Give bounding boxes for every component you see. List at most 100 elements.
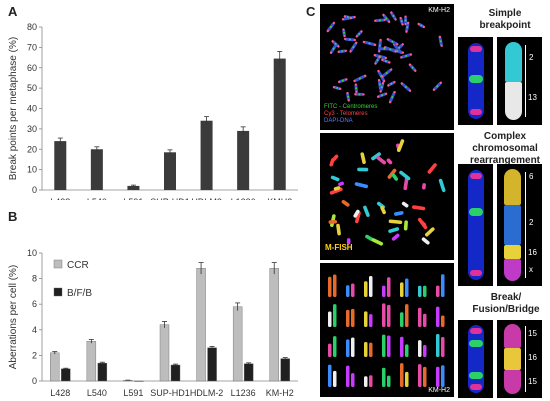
mfish-chromosome: [387, 168, 397, 179]
karyotype-chromosome: [423, 285, 427, 297]
karyotype-chromosome: [351, 337, 355, 357]
panel-b-letter: B: [8, 209, 18, 224]
chromosome: [377, 38, 382, 53]
karyotype-chromosome: [382, 334, 386, 357]
x-tick-label: L1236: [231, 388, 256, 398]
y-tick-label: 50: [27, 83, 37, 93]
mfish-spread: [328, 139, 446, 246]
y-tick-label: 40: [27, 104, 37, 114]
karyotype-chromosome: [369, 314, 373, 327]
mfish-chromosome: [427, 163, 437, 174]
bar: [269, 268, 279, 382]
karyotype-chromosome: [333, 304, 337, 327]
mfish-chromosome: [391, 173, 399, 181]
karyotype-chromosome: [423, 344, 427, 357]
metaphase-tag: KM-H2: [428, 7, 450, 14]
bar: [61, 368, 71, 382]
karyotype-chromosome: [418, 340, 422, 357]
bar: [159, 324, 170, 382]
mfish-chromosome: [401, 201, 409, 208]
x-tick-label: L1236: [231, 197, 256, 200]
karyotype-chromosome: [364, 376, 368, 387]
chromosome: [354, 83, 358, 94]
karyotype-chromosome: [405, 304, 409, 327]
chromosome: [343, 15, 353, 20]
mfish-chromosome: [371, 238, 384, 246]
mfish-chromosome: [388, 219, 403, 225]
bar: [134, 380, 144, 382]
mfish-chromosome: [394, 211, 404, 216]
karyotype-chromosome: [436, 366, 440, 387]
bar: [243, 363, 254, 382]
x-tick-label: L591: [123, 197, 143, 200]
karyotype-chromosome: [351, 373, 355, 387]
karyotype-chromosome: [382, 285, 386, 297]
karyotype-chromosome: [328, 276, 332, 297]
mfish-image: M-FISH: [320, 133, 454, 260]
bar: [127, 185, 140, 190]
mfish-chromosome: [403, 177, 409, 191]
chromosome: [342, 28, 346, 38]
chromosome: [344, 37, 356, 42]
karyotype-chromosome: [387, 304, 391, 327]
karyotype-chromosome: [346, 365, 350, 387]
karyotype-chromosome: [382, 303, 386, 327]
simple-label-13: 13: [528, 93, 537, 102]
karyotype-chromosome: [423, 366, 427, 387]
chromosome: [417, 22, 426, 29]
section-complex-title: Complex chromosomal rearrangement: [469, 131, 541, 166]
mfish-chromosome: [417, 217, 428, 230]
karyotype-chromosome: [364, 281, 368, 297]
mfish-chromosome: [376, 156, 386, 165]
legend-swatch: [53, 259, 63, 269]
chromosome: [432, 81, 443, 91]
mfish-chromosome: [412, 205, 426, 211]
karyotype-chromosome: [405, 278, 409, 297]
chromosome: [332, 85, 342, 91]
x-tick-label: L591: [123, 388, 143, 398]
bar: [200, 120, 213, 190]
mfish-chromosome: [399, 170, 411, 181]
karyotype-chromosome: [400, 282, 404, 297]
y-tick-label: 4: [32, 325, 37, 335]
mfish-chromosome: [341, 199, 350, 207]
mfish-chromosome: [422, 183, 426, 190]
mfish-chromosome: [355, 211, 361, 224]
karyotype-chromosome: [387, 375, 391, 387]
karyotype-chromosome: [436, 306, 440, 327]
bfb-label-16: 16: [528, 353, 537, 362]
y-tick-label: 0: [32, 185, 37, 195]
y-tick-label: 60: [27, 63, 37, 73]
bar: [237, 130, 250, 190]
mfish-chromosome: [371, 152, 381, 161]
mfish-chromosome: [425, 227, 435, 237]
bar: [232, 306, 243, 382]
karyotype-chromosome: [328, 343, 332, 357]
karyotype-chromosome: [400, 312, 404, 327]
bar: [86, 341, 97, 382]
bfb-label-15b: 15: [528, 377, 537, 386]
karyotype-chromosome: [328, 311, 332, 327]
chromosome: [405, 21, 410, 33]
karyotype-chromosome: [364, 311, 368, 327]
legend-label: B/F/B: [67, 288, 92, 299]
chromosome: [331, 40, 340, 48]
legend-label: CCR: [67, 260, 89, 271]
bar: [50, 352, 60, 382]
x-tick-label: SUP-HD1: [150, 197, 190, 200]
karyotype-grid: [328, 274, 445, 387]
karyotype-chromosome: [346, 339, 350, 357]
chromosome: [354, 92, 365, 96]
section-bfb-title: Break/ Fusion/Bridge: [472, 292, 540, 315]
legend-swatch: [53, 287, 63, 297]
simple-breakpoint-dapi: [458, 37, 493, 125]
chromosome: [337, 78, 348, 84]
mfish-chromosome: [438, 178, 446, 193]
mfish-chromosome: [403, 220, 408, 231]
bar: [170, 364, 181, 382]
karyotype-chromosome: [423, 313, 427, 327]
mfish-chromosome: [388, 227, 400, 233]
karyotype-chromosome: [400, 363, 404, 387]
chromosome: [381, 58, 391, 64]
mfish-chromosome: [354, 182, 369, 189]
